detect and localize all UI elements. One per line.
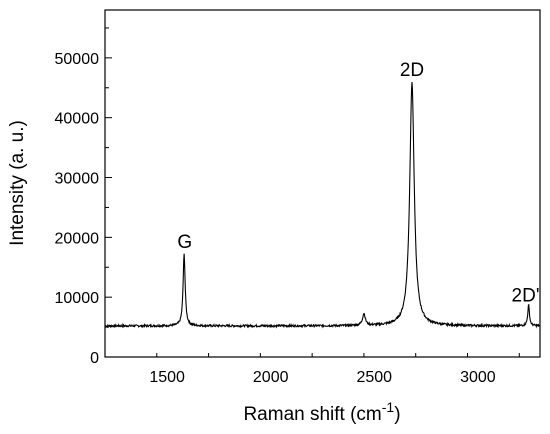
y-tick-label: 0 bbox=[90, 350, 99, 367]
peak-label: G bbox=[177, 232, 192, 253]
x-axis-label: Raman shift (cm-1) bbox=[243, 399, 400, 425]
x-axis-label-superscript: -1 bbox=[382, 399, 395, 415]
x-tick-label: 1500 bbox=[149, 369, 185, 386]
y-tick-label: 10000 bbox=[55, 290, 100, 307]
peak-label: 2D bbox=[400, 60, 424, 81]
y-tick-label: 50000 bbox=[55, 51, 100, 68]
x-tick-label: 2500 bbox=[356, 369, 392, 386]
y-tick-label: 40000 bbox=[55, 111, 100, 128]
spectrum-line bbox=[104, 81, 541, 329]
peak-labels: G 2D 2D' bbox=[177, 60, 539, 307]
x-tick-label: 2000 bbox=[253, 369, 289, 386]
peak-label: 2D' bbox=[512, 285, 540, 306]
y-axis-label: Intensity (a. u.) bbox=[7, 120, 28, 246]
x-axis-ticks: 1500 2000 2500 3000 bbox=[104, 353, 520, 386]
y-axis-ticks: 0 10000 20000 30000 40000 50000 bbox=[55, 27, 112, 367]
plot-frame bbox=[104, 9, 541, 358]
y-tick-label: 20000 bbox=[55, 230, 100, 247]
y-tick-label: 30000 bbox=[55, 171, 100, 188]
x-tick-label: 3000 bbox=[460, 369, 496, 386]
